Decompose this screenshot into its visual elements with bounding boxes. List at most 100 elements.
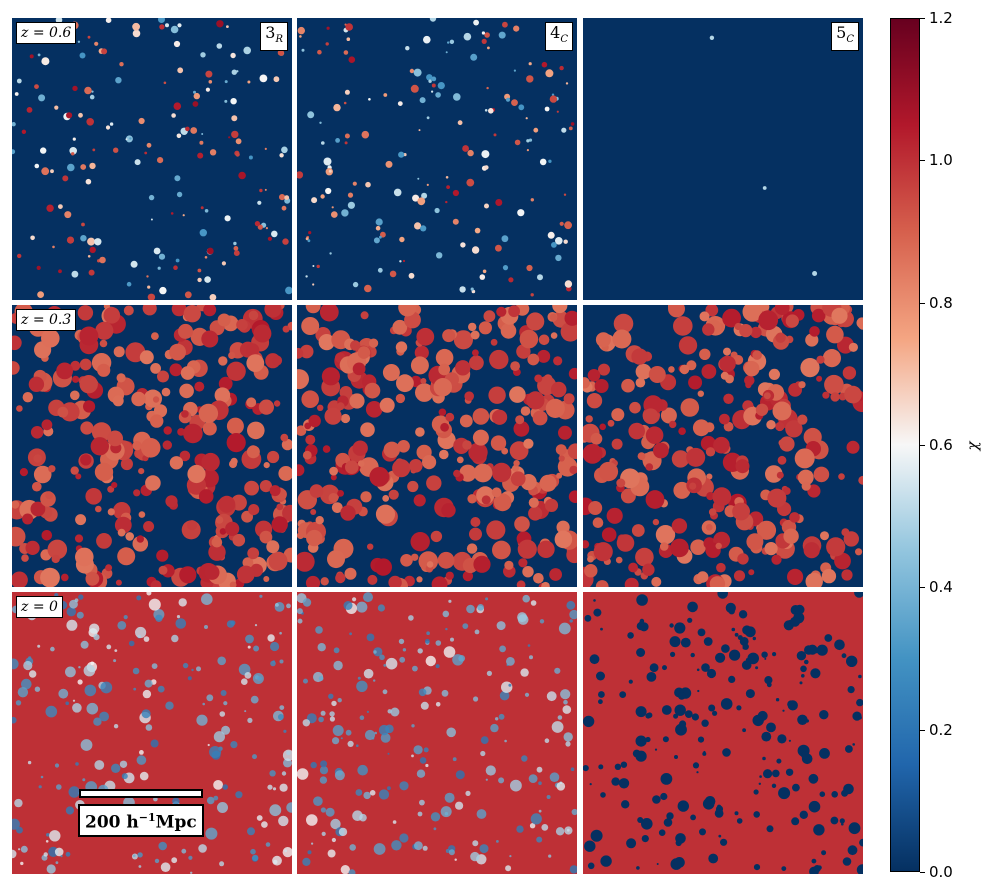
field-blob (485, 765, 496, 776)
field-blob (62, 175, 69, 182)
field-blob (178, 323, 193, 339)
field-blob (459, 286, 466, 293)
field-blob (96, 533, 112, 549)
field-blob (65, 806, 74, 815)
field-blob (245, 634, 254, 644)
field-blob (377, 604, 385, 612)
field-blob (552, 305, 568, 314)
field-blob (179, 383, 194, 399)
field-blob (16, 405, 23, 412)
field-blob (504, 560, 514, 570)
field-blob (736, 705, 742, 711)
field-blob (426, 631, 430, 635)
field-blob (417, 648, 423, 654)
colorbar-tick (920, 18, 925, 19)
field-blob (22, 392, 33, 403)
field-blob (645, 463, 654, 471)
field-blob (247, 421, 265, 440)
field-blob (101, 48, 108, 55)
field-blob (680, 637, 691, 648)
field-blob (254, 624, 258, 627)
field-blob (797, 414, 808, 425)
field-blob (469, 355, 484, 371)
field-blob (72, 85, 78, 92)
field-blob (434, 207, 440, 214)
field-blob (750, 326, 762, 339)
field-blob (311, 842, 314, 845)
field-blob (429, 18, 437, 22)
field-blob (278, 466, 292, 481)
field-blob (658, 829, 666, 836)
field-blob (690, 539, 706, 555)
field-blob (366, 633, 375, 642)
field-blob (513, 460, 520, 467)
field-blob (141, 709, 151, 719)
field-blob (388, 575, 402, 587)
field-blob (333, 660, 343, 671)
field-blob (402, 648, 407, 652)
field-blob (375, 218, 383, 226)
field-blob (340, 505, 356, 521)
field-blob (55, 18, 63, 24)
field-blob (266, 540, 280, 554)
field-blob (666, 812, 674, 820)
field-blob (742, 305, 763, 322)
field-blob (846, 655, 858, 667)
field-blob (533, 573, 544, 584)
field-blob (570, 122, 575, 126)
field-blob (410, 356, 429, 375)
field-blob (204, 256, 208, 259)
field-blob (414, 841, 423, 851)
field-blob (550, 381, 567, 398)
field-blob (509, 441, 529, 461)
field-blob (794, 448, 815, 469)
field-blob (231, 115, 238, 122)
field-blob (47, 539, 68, 560)
field-blob (302, 857, 311, 866)
field-blob (520, 668, 529, 677)
field-blob (267, 634, 275, 642)
field-blob (247, 80, 251, 84)
field-blob (400, 554, 413, 567)
field-blob (305, 275, 308, 278)
field-blob (856, 317, 863, 329)
field-blob (772, 769, 780, 778)
field-blob (82, 778, 86, 782)
field-blob (23, 660, 33, 671)
field-blob (204, 625, 208, 629)
field-blob (259, 480, 272, 493)
field-blob (821, 568, 837, 584)
field-blob (612, 329, 632, 349)
field-blob (706, 524, 713, 531)
field-background (583, 18, 863, 300)
field-blob (462, 145, 469, 152)
field-blob (301, 390, 319, 408)
field-blob (819, 748, 830, 759)
field-blob (809, 326, 820, 337)
field-blob (583, 715, 595, 728)
field-blob (856, 864, 863, 874)
field-blob (37, 644, 41, 648)
field-blob (345, 729, 352, 736)
field-blob (138, 511, 146, 518)
field-blob (87, 255, 91, 258)
field-blob (323, 157, 332, 166)
field-blob (134, 159, 141, 166)
field-blob (431, 83, 436, 88)
field-blob (393, 188, 402, 197)
field-blob (258, 399, 274, 415)
field-blob (499, 690, 510, 701)
field-blob (365, 401, 383, 418)
field-blob (544, 106, 550, 112)
field-blob (771, 554, 782, 565)
field-blob (538, 334, 550, 346)
field-blob (390, 707, 400, 717)
field-blob (117, 528, 126, 537)
field-blob (385, 657, 398, 670)
field-blob (231, 69, 237, 75)
field-blob (697, 736, 705, 743)
field-blob (335, 138, 340, 143)
field-blob (758, 310, 779, 331)
field-blob (356, 601, 368, 613)
field-blob (824, 634, 833, 642)
